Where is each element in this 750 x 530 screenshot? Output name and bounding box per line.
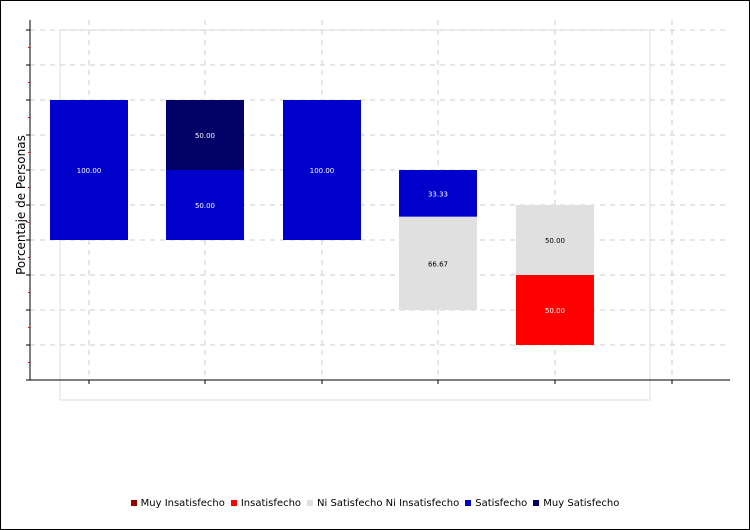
- data-label: 50.00: [195, 132, 215, 140]
- legend-label: Insatisfecho: [240, 497, 302, 509]
- bars: 100.00 50.00 50.00 100.00 66.67 33.33 50.00 50.…: [50, 100, 594, 345]
- data-label: 50.00: [545, 237, 565, 245]
- legend-swatch: [230, 500, 237, 506]
- data-label: 50.00: [545, 307, 565, 315]
- bar-segment: [50, 100, 128, 240]
- data-label: 100.00: [310, 167, 335, 175]
- bar-segment: [516, 205, 594, 275]
- legend-label: Muy Insatisfecho: [140, 497, 225, 509]
- legend-item: Ni Satisfecho Ni Insatisfecho: [307, 498, 459, 509]
- bar-segment: [166, 100, 244, 170]
- data-label: 50.00: [195, 202, 215, 210]
- legend-label: Muy Satisfecho: [543, 497, 620, 509]
- legend: Muy Insatisfecho Insatisfecho Ni Satisfech…: [0, 495, 750, 511]
- legend-item: Muy Insatisfecho: [130, 497, 225, 509]
- bar-segment: [166, 170, 244, 240]
- bar-segment: [399, 216, 477, 310]
- legend-label: Ni Satisfecho Ni Insatisfecho: [317, 497, 460, 509]
- legend-item: Muy Satisfecho: [533, 498, 619, 509]
- legend-swatch: [533, 500, 540, 506]
- data-label: 100.00: [77, 167, 102, 175]
- bar-segment: [516, 275, 594, 345]
- legend-swatch: [130, 500, 137, 506]
- legend-swatch: [465, 500, 472, 506]
- axes: [26, 20, 730, 384]
- y-axis-label: Porcentaje de Personas: [14, 135, 28, 275]
- legend-item: Satisfecho: [465, 498, 527, 509]
- data-label: 33.33: [428, 190, 448, 198]
- legend-swatch: [307, 500, 314, 506]
- legend-item: Insatisfecho: [230, 497, 302, 509]
- bar-segment: [283, 100, 361, 240]
- bar-segment: [399, 170, 477, 217]
- legend-label: Satisfecho: [475, 497, 528, 509]
- data-label: 66.67: [428, 260, 448, 268]
